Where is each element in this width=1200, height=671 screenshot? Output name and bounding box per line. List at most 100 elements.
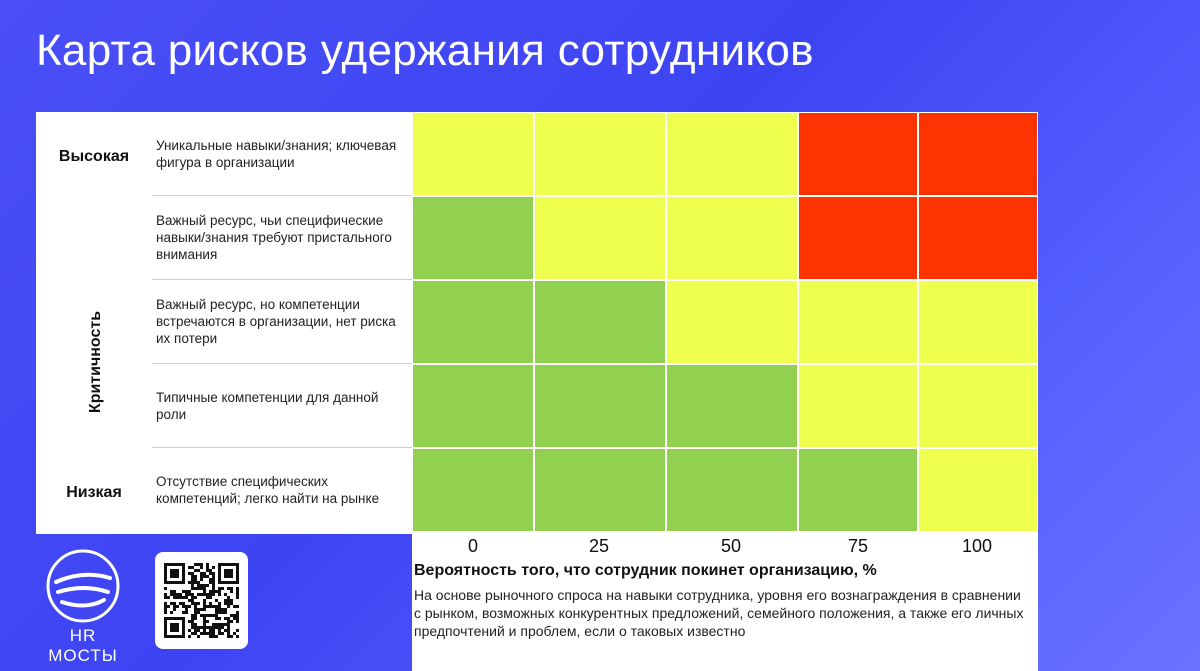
qr-module <box>188 635 191 638</box>
qr-module <box>182 590 185 593</box>
qr-module <box>200 608 203 611</box>
qr-module <box>164 608 167 611</box>
heatmap-cell-low <box>535 281 665 363</box>
qr-module <box>194 563 197 566</box>
qr-module <box>212 584 215 587</box>
heatmap-cell-high <box>799 197 917 279</box>
qr-module <box>191 623 194 626</box>
qr-module <box>218 632 221 635</box>
y-axis-low-label: Низкая <box>66 484 122 501</box>
heatmap-cell-high <box>799 113 917 195</box>
qr-module <box>218 623 221 626</box>
qr-module <box>224 599 227 602</box>
qr-module <box>209 632 212 635</box>
qr-module <box>200 584 203 587</box>
qr-module <box>191 596 194 599</box>
slide-title: Карта рисков удержания сотрудников <box>36 26 814 75</box>
qr-module <box>209 593 212 596</box>
qr-module <box>188 593 191 596</box>
qr-module <box>218 626 221 629</box>
qr-module <box>224 611 227 614</box>
qr-module <box>218 593 221 596</box>
qr-module <box>212 605 215 608</box>
qr-module <box>209 614 212 617</box>
qr-module <box>173 596 176 599</box>
qr-module <box>206 575 209 578</box>
qr-module <box>182 611 185 614</box>
qr-module <box>164 611 167 614</box>
qr-module <box>209 596 212 599</box>
x-axis-note: На основе рыночного спроса на навыки сот… <box>414 587 1024 639</box>
qr-module <box>206 626 209 629</box>
qr-module <box>179 596 182 599</box>
qr-module <box>200 587 203 590</box>
qr-module <box>224 593 227 596</box>
qr-module <box>212 587 215 590</box>
qr-module <box>209 629 212 632</box>
x-tick-label: 100 <box>961 536 993 556</box>
qr-module <box>203 602 206 605</box>
heatmap-cell-high <box>919 113 1037 195</box>
qr-module <box>170 590 173 593</box>
qr-module <box>212 635 215 638</box>
qr-module <box>227 587 230 590</box>
qr-module <box>212 632 215 635</box>
qr-module <box>170 593 173 596</box>
qr-module <box>191 587 194 590</box>
qr-module <box>203 575 206 578</box>
qr-module <box>191 575 194 578</box>
qr-module <box>185 611 188 614</box>
qr-module <box>185 590 188 593</box>
qr-module <box>182 602 185 605</box>
qr-code-card[interactable] <box>155 552 248 649</box>
qr-module <box>218 602 221 605</box>
qr-module <box>227 605 230 608</box>
x-axis-panel: 0 25 50 75 100 Вероятность того, что сот… <box>412 534 1038 671</box>
qr-module <box>236 596 239 599</box>
heatmap-cell-medium <box>919 281 1037 363</box>
qr-module <box>191 614 194 617</box>
qr-module <box>167 596 170 599</box>
qr-module <box>209 569 212 572</box>
qr-module <box>209 581 212 584</box>
bridge-logo-icon <box>46 549 120 623</box>
heatmap-cell-low <box>535 449 665 531</box>
qr-module <box>164 587 167 590</box>
qr-module <box>221 611 224 614</box>
row-description-text: Важный ресурс, чьи специфические навыки/… <box>156 213 392 262</box>
qr-module <box>212 626 215 629</box>
qr-module <box>212 572 215 575</box>
x-tick-label: 0 <box>467 536 478 556</box>
qr-module <box>194 608 197 611</box>
qr-module <box>200 626 203 629</box>
x-tick-label: 50 <box>720 536 742 556</box>
qr-module <box>203 608 206 611</box>
qr-module <box>191 593 194 596</box>
qr-module <box>191 617 194 620</box>
qr-module <box>200 593 203 596</box>
qr-module <box>170 602 173 605</box>
qr-module <box>179 593 182 596</box>
qr-module <box>173 593 176 596</box>
qr-module <box>212 593 215 596</box>
qr-module <box>203 587 206 590</box>
qr-module <box>173 608 176 611</box>
qr-module <box>212 623 215 626</box>
qr-module <box>185 593 188 596</box>
qr-module <box>206 632 209 635</box>
qr-module <box>203 623 206 626</box>
qr-module <box>194 617 197 620</box>
qr-module <box>221 623 224 626</box>
qr-module <box>236 611 239 614</box>
qr-module <box>227 596 230 599</box>
qr-module <box>215 623 218 626</box>
heatmap-cell-medium <box>667 281 797 363</box>
qr-module <box>218 617 221 620</box>
qr-module <box>227 632 230 635</box>
qr-module <box>230 590 233 593</box>
qr-module <box>203 584 206 587</box>
risk-heatmap <box>412 112 1038 534</box>
qr-module <box>236 629 239 632</box>
qr-module <box>197 569 200 572</box>
qr-module <box>173 602 176 605</box>
